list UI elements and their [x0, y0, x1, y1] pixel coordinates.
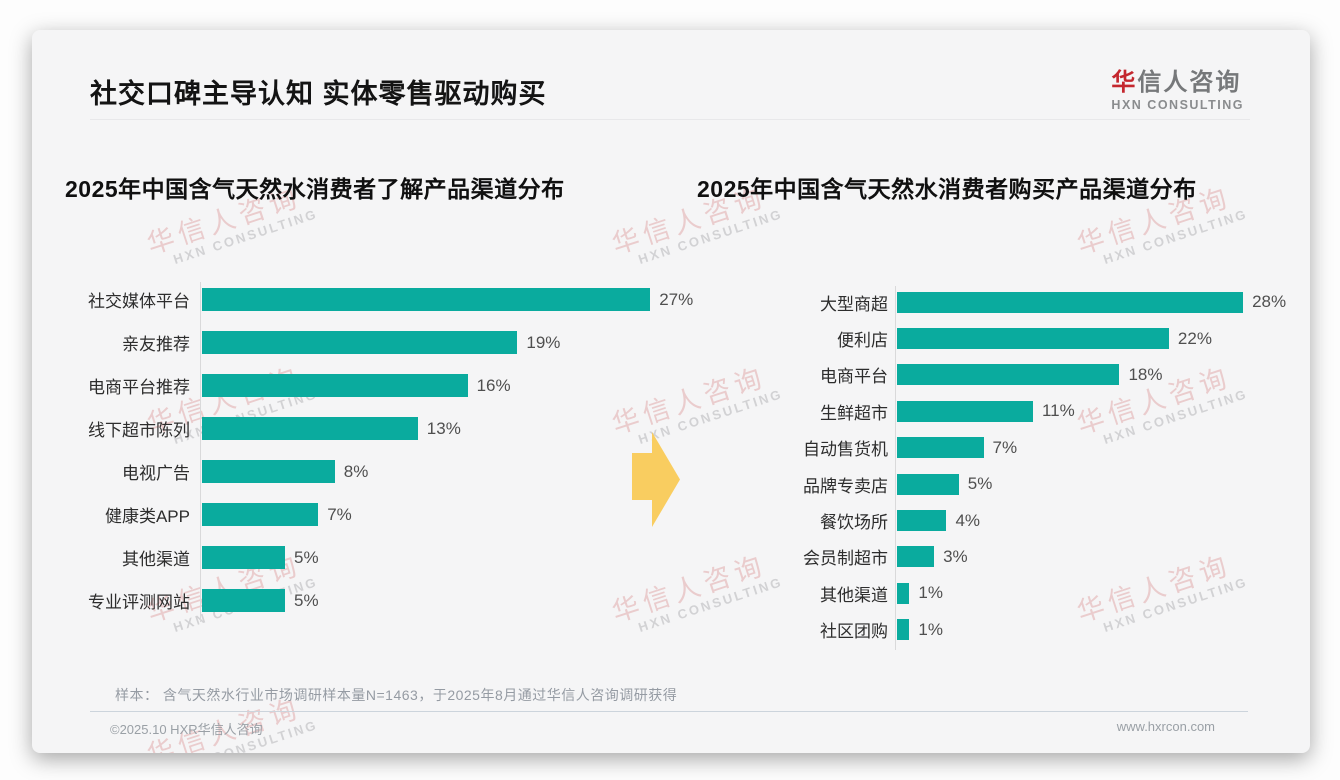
bar: [897, 437, 984, 459]
bar-value-label: 1%: [918, 583, 943, 603]
bar: [897, 546, 935, 568]
bar-value-label: 8%: [343, 461, 369, 481]
bar-row: 会员制超市 3%: [778, 539, 1298, 575]
bar-category-label: 亲友推荐: [122, 335, 190, 354]
bar-value-label: 1%: [918, 619, 943, 639]
logo-cn-text: 华信人咨询: [1111, 62, 1244, 97]
bar-row: 健康类APP 7%: [42, 493, 652, 536]
bar-row: 大型商超 28%: [778, 284, 1298, 320]
bar-value-label: 7%: [327, 504, 352, 524]
bar-value-label: 28%: [1252, 292, 1287, 312]
bar-row: 电商平台 18%: [778, 357, 1298, 393]
bar-category-label: 便利店: [837, 331, 888, 351]
left-chart-title: 2025年中国含气天然水消费者了解产品渠道分布: [65, 176, 565, 202]
bar-row: 其他渠道 1%: [778, 575, 1298, 611]
bar-value-label: 27%: [659, 289, 694, 309]
footer-divider: [90, 711, 1248, 712]
bar: [897, 291, 1244, 313]
bar-row: 专业评测网站 5%: [42, 579, 652, 622]
bar-row: 其他渠道 5%: [42, 536, 652, 579]
bar-category-label: 餐饮场所: [820, 513, 888, 533]
bar-category-label: 社交媒体平台: [88, 292, 190, 311]
bar: [202, 589, 285, 612]
bar: [897, 473, 959, 495]
footer-website: www.hxrcon.com: [1116, 719, 1215, 734]
bar-row: 线下超市陈列 13%: [42, 407, 652, 450]
bar-row: 社区团购 1%: [778, 612, 1298, 648]
bar-value-label: 22%: [1177, 328, 1212, 348]
bar-category-label: 会员制超市: [803, 549, 888, 569]
bar: [897, 619, 910, 641]
bar: [202, 331, 518, 354]
bar-row: 亲友推荐 19%: [42, 321, 652, 364]
purchase-channel-chart: 大型商超 28% 便利店 22% 电商平台 18% 生鲜超市 11% 自动售货机 7% 品牌专卖店 5…: [778, 284, 1298, 650]
right-chart-title: 2025年中国含气天然水消费者购买产品渠道分布: [697, 176, 1197, 202]
bar: [897, 400, 1033, 422]
bar: [202, 417, 418, 440]
bar-category-label: 电视广告: [122, 464, 190, 483]
bar-category-label: 品牌专卖店: [803, 476, 888, 496]
bar: [202, 503, 319, 526]
company-logo: 华信人咨询 HXN CONSULTING: [1111, 62, 1244, 112]
bar-category-label: 社区团购: [820, 622, 888, 642]
bar-value-label: 13%: [426, 418, 461, 438]
bar: [202, 374, 468, 397]
bar: [202, 460, 335, 483]
left-chart-axis-line: [200, 282, 201, 622]
bar-row: 电视广告 8%: [42, 450, 652, 493]
bar-category-label: 电商平台: [820, 367, 888, 387]
page-title: 社交口碑主导认知 实体零售驱动购买: [90, 79, 547, 109]
logo-cn-first: 华: [1111, 69, 1138, 96]
header-divider: [90, 119, 1250, 120]
bar-value-label: 16%: [476, 375, 511, 395]
bar-value-label: 5%: [967, 474, 993, 494]
bar-value-label: 3%: [943, 546, 968, 566]
awareness-channel-chart: 社交媒体平台 27% 亲友推荐 19% 电商平台推荐 16% 线下超市陈列 13% 电视广告 8%…: [42, 278, 693, 622]
bar-category-label: 大型商超: [820, 294, 888, 314]
bar-row: 便利店 22%: [778, 320, 1298, 356]
bar-category-label: 其他渠道: [122, 550, 190, 569]
right-arrow-icon: [632, 432, 680, 533]
logo-cn-rest: 信人咨询: [1137, 69, 1242, 96]
bar: [897, 328, 1169, 350]
bar-row: 自动售货机 7%: [778, 430, 1298, 466]
bar-row: 生鲜超市 11%: [778, 393, 1298, 429]
bar-category-label: 线下超市陈列: [88, 421, 190, 440]
bar-value-label: 5%: [294, 547, 319, 567]
slide-card: 华信人咨询 HXN CONSULTING 华信人咨询 HXN CONSULTING 华信…: [32, 30, 1310, 753]
bar-category-label: 生鲜超市: [820, 403, 888, 423]
bar-value-label: 5%: [294, 590, 319, 610]
bar-category-label: 自动售货机: [803, 440, 888, 460]
bar-category-label: 电商平台推荐: [88, 378, 190, 397]
bar-row: 餐饮场所 4%: [778, 502, 1298, 538]
bar-row: 社交媒体平台 27%: [42, 278, 693, 321]
bar: [202, 546, 285, 569]
bar-value-label: 11%: [1041, 401, 1075, 421]
footer-copyright: ©2025.10 HXR华信人咨询: [110, 722, 263, 737]
bar: [897, 582, 910, 604]
logo-en-text: HXN CONSULTING: [1111, 98, 1244, 112]
bar-value-label: 7%: [992, 437, 1018, 457]
bar-category-label: 健康类APP: [104, 507, 190, 526]
bar-row: 电商平台推荐 16%: [42, 364, 652, 407]
bar: [897, 510, 947, 532]
bar-category-label: 专业评测网站: [88, 593, 190, 612]
bar-value-label: 4%: [955, 510, 981, 530]
bar-value-label: 19%: [526, 332, 561, 352]
bar: [202, 288, 651, 311]
bar-category-label: 其他渠道: [820, 585, 888, 605]
sample-note: 样本： 含气天然水行业市场调研样本量N=1463，于2025年8月通过华信人咨询…: [115, 687, 678, 703]
bar: [897, 364, 1120, 386]
bar-row: 品牌专卖店 5%: [778, 466, 1298, 502]
right-chart-axis-line: [895, 286, 896, 650]
bar-value-label: 18%: [1128, 364, 1163, 384]
